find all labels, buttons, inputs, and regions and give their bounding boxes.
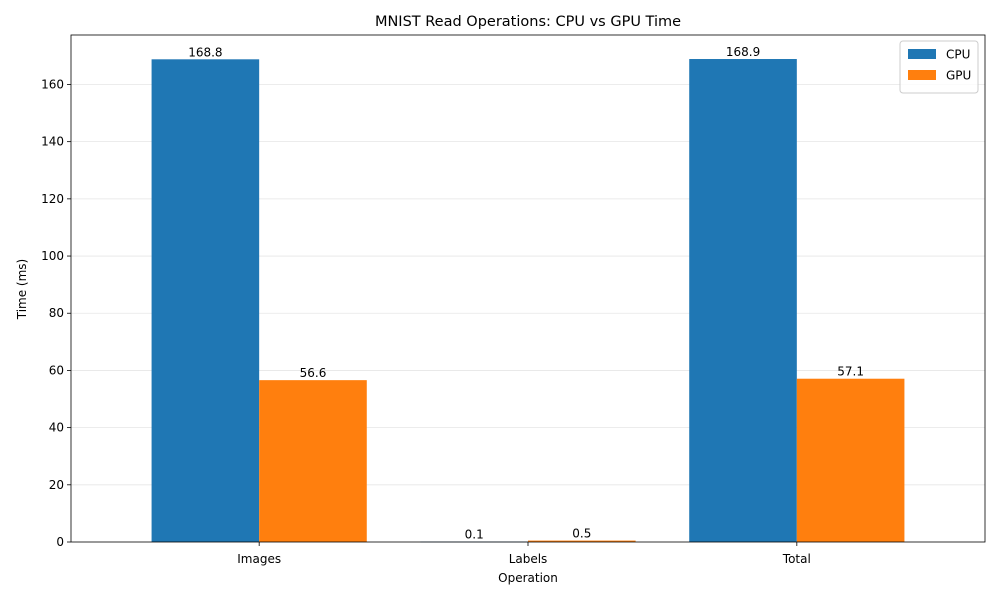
y-tick-label: 20 <box>49 478 64 492</box>
y-tick-label: 60 <box>49 363 64 377</box>
legend-swatch-gpu <box>908 70 936 80</box>
bar-gpu-images <box>259 380 367 542</box>
bar-cpu-images <box>151 59 260 542</box>
y-tick-label: 140 <box>41 135 64 149</box>
y-tick-label: 160 <box>41 77 64 91</box>
data-label: 57.1 <box>837 365 864 379</box>
y-tick-label: 120 <box>41 192 64 206</box>
bar-gpu-total <box>796 378 905 542</box>
legend-label-gpu: GPU <box>946 69 971 83</box>
data-label: 0.5 <box>572 527 591 541</box>
data-label: 56.6 <box>300 366 327 380</box>
y-tick-label: 80 <box>49 306 64 320</box>
bars <box>151 59 905 543</box>
data-label: 0.1 <box>465 528 484 542</box>
legend-label-cpu: CPU <box>946 48 970 62</box>
axes: 0 20 40 60 80 100 120 140 160 Images Labels Total <box>41 34 986 566</box>
x-tick-label: Images <box>237 552 281 566</box>
chart-title: MNIST Read Operations: CPU vs GPU Time <box>375 14 681 30</box>
x-axis-label: Operation <box>498 571 558 585</box>
y-tick-label: 100 <box>41 249 64 263</box>
y-tick-label: 40 <box>49 421 64 435</box>
data-label: 168.9 <box>726 45 760 59</box>
bar-cpu-total <box>689 59 797 543</box>
legend-swatch-cpu <box>908 49 936 59</box>
y-axis-label: Time (ms) <box>15 259 29 321</box>
y-tick-label: 0 <box>56 535 64 549</box>
x-tick-label: Total <box>782 552 811 566</box>
plot-frame <box>70 34 986 543</box>
legend: CPU GPU <box>899 40 979 94</box>
data-label: 168.8 <box>188 45 222 59</box>
data-labels: 168.8 56.6 0.1 0.5 168.9 57.1 <box>188 45 864 542</box>
x-tick-label: Labels <box>509 552 548 566</box>
bar-gpu-labels <box>528 540 636 542</box>
